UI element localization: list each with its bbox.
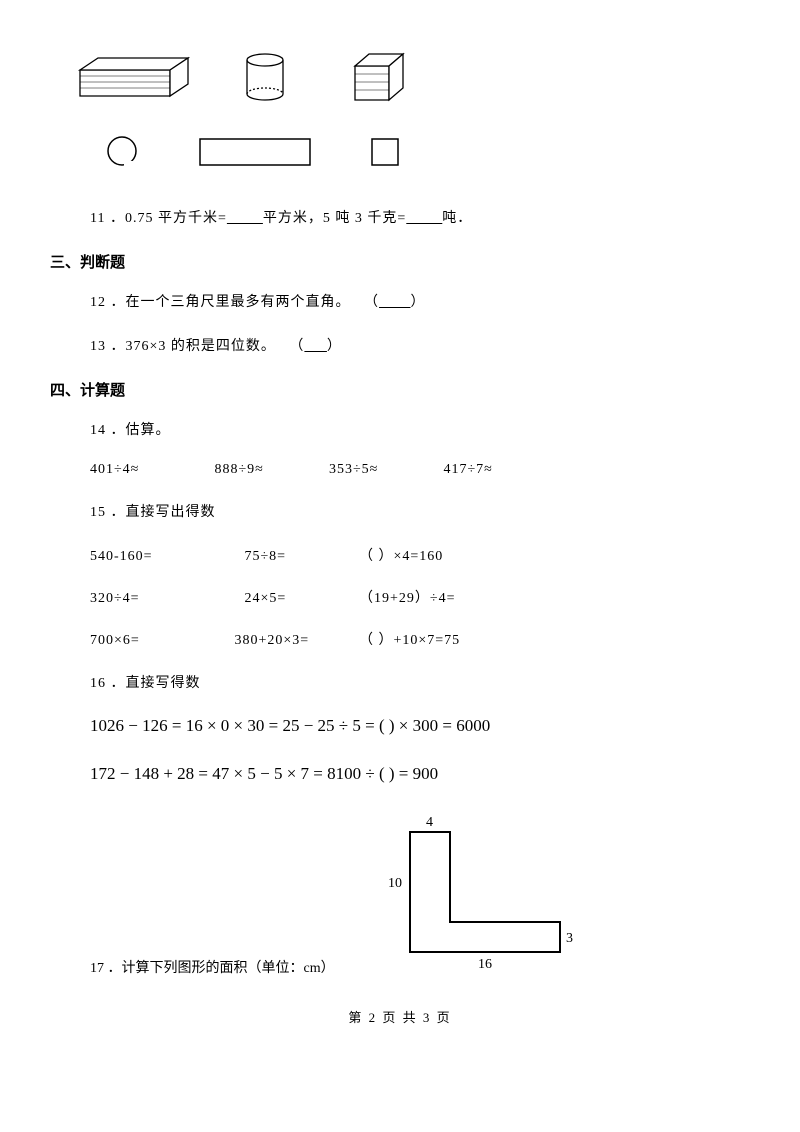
q15-r2-2: （19+29）÷4= bbox=[359, 591, 455, 606]
q12-paren-open: （ bbox=[364, 295, 379, 310]
question-15-title: 15 ．直接写出得数 bbox=[90, 500, 750, 527]
q15-row3: 700×6= 380+20×3= （ ）+10×7=75 bbox=[90, 629, 750, 649]
l-shape-svg: 4 10 3 16 bbox=[370, 812, 590, 972]
q14-item-3: 417÷7≈ bbox=[444, 462, 493, 478]
q11-blank1 bbox=[227, 211, 263, 226]
q15-r1-2: （ ）×4=160 bbox=[359, 549, 443, 564]
q13-blank bbox=[304, 339, 327, 354]
section-4-title: 四、计算题 bbox=[50, 379, 750, 400]
q15-r3-1: 380+20×3= bbox=[235, 633, 355, 649]
q14-item-0: 401÷4≈ bbox=[90, 462, 210, 478]
q14-item-2: 353÷5≈ bbox=[329, 462, 439, 478]
question-14-items: 401÷4≈ 888÷9≈ 353÷5≈ 417÷7≈ bbox=[90, 462, 750, 478]
q11-mid: 平方米，5 吨 3 千克= bbox=[263, 211, 406, 226]
q15-row1: 540-160= 75÷8= （ ）×4=160 bbox=[90, 545, 750, 565]
q13-text: 13 ．376×3 的积是四位数。 bbox=[90, 339, 276, 354]
q12-text: 12 ．在一个三角尺里最多有两个直角。 bbox=[90, 295, 351, 310]
q14-item-1: 888÷9≈ bbox=[215, 462, 325, 478]
q16-l2b: 47 × 5 − 5 × 7 = bbox=[212, 764, 327, 783]
page-footer: 第 2 页 共 3 页 bbox=[50, 1007, 750, 1026]
q16-line1: 1026 − 126 = 16 × 0 × 30 = 25 − 25 ÷ 5 =… bbox=[90, 716, 750, 736]
q11-prefix: 11 ．0.75 平方千米= bbox=[90, 211, 227, 226]
q16-line2: 172 − 148 + 28 = 47 × 5 − 5 × 7 = 8100 ÷… bbox=[90, 764, 750, 784]
shapes-row-2 bbox=[70, 133, 750, 178]
q15-row2: 320÷4= 24×5= （19+29）÷4= bbox=[90, 587, 750, 607]
question-16-title: 16 ．直接写得数 bbox=[90, 671, 750, 698]
label-bottom: 16 bbox=[478, 957, 492, 972]
q12-blank bbox=[379, 295, 411, 310]
q16-l1b: 16 × 0 × 30 = bbox=[186, 716, 283, 735]
q11-blank2 bbox=[406, 211, 442, 226]
q15-r3-0: 700×6= bbox=[90, 633, 230, 649]
solids-svg bbox=[70, 50, 570, 110]
label-top: 4 bbox=[426, 815, 433, 830]
q17-text: 17 ．计算下列图形的面积（单位：cm） bbox=[90, 957, 370, 977]
question-14-title: 14 ．估算。 bbox=[90, 418, 750, 445]
shapes-row-1 bbox=[70, 50, 750, 115]
flat-shapes-svg bbox=[70, 133, 570, 173]
q16-l2c: 8100 ÷ ( ) = 900 bbox=[327, 764, 438, 783]
q15-r1-0: 540-160= bbox=[90, 549, 240, 565]
label-right: 3 bbox=[566, 931, 573, 946]
question-11: 11 ．0.75 平方千米= 平方米，5 吨 3 千克= 吨． bbox=[90, 206, 750, 233]
q15-r3-2: （ ）+10×7=75 bbox=[359, 633, 460, 648]
section-3-title: 三、判断题 bbox=[50, 251, 750, 272]
q15-r1-1: 75÷8= bbox=[245, 549, 355, 565]
q13-paren-close: ） bbox=[327, 339, 342, 354]
q12-paren-close: ） bbox=[411, 295, 426, 310]
question-17-row: 17 ．计算下列图形的面积（单位：cm） 4 10 3 16 bbox=[90, 812, 750, 977]
q15-r2-0: 320÷4= bbox=[90, 591, 240, 607]
question-13: 13 ．376×3 的积是四位数。 （ ） bbox=[90, 334, 750, 361]
question-12: 12 ．在一个三角尺里最多有两个直角。 （ ） bbox=[90, 290, 750, 317]
label-left: 10 bbox=[388, 876, 402, 891]
q16-l1a: 1026 − 126 = bbox=[90, 716, 186, 735]
q17-figure: 4 10 3 16 bbox=[370, 812, 590, 977]
q13-paren-open: （ bbox=[289, 339, 304, 354]
q16-l1d: ( ) × 300 = 6000 bbox=[379, 716, 490, 735]
q11-suffix: 吨． bbox=[442, 211, 472, 226]
q16-l1c: 25 − 25 ÷ 5 = bbox=[282, 716, 379, 735]
q15-r2-1: 24×5= bbox=[245, 591, 355, 607]
q16-l2a: 172 − 148 + 28 = bbox=[90, 764, 212, 783]
